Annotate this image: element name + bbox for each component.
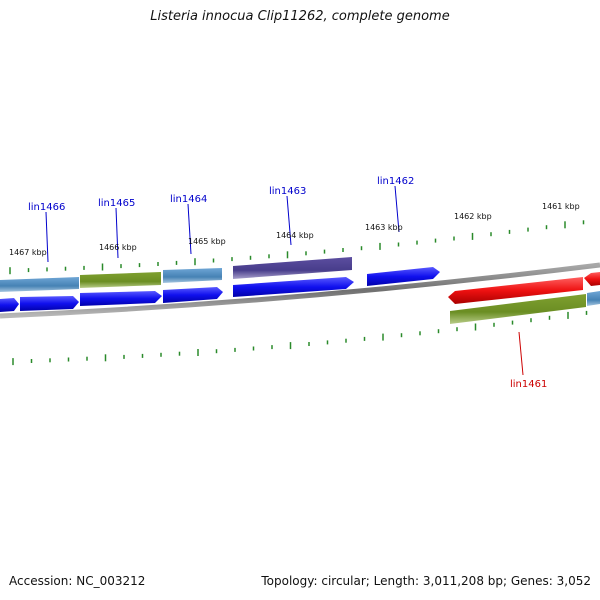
gene-label-lin1465[interactable]: lin1465	[98, 198, 135, 209]
gene-label-lin1466[interactable]: lin1466	[28, 202, 65, 213]
scale-label: 1467 kbp	[9, 248, 47, 257]
upper-scale-ticks	[9, 220, 585, 275]
gene-lin1463-arrow[interactable]	[233, 277, 354, 297]
scale-label: 1461 kbp	[542, 202, 580, 211]
gene-lin1467-arrow[interactable]	[0, 298, 19, 312]
gene-label-lin1463[interactable]: lin1463	[269, 186, 306, 197]
gene-lin1462-arrow[interactable]	[367, 267, 440, 286]
cog-bar-olive[interactable]	[80, 272, 161, 288]
scale-label: 1466 kbp	[99, 243, 137, 252]
cog-bar-steel[interactable]	[0, 277, 79, 292]
gene-lin1465-arrow[interactable]	[80, 291, 162, 306]
cog-bar-steel[interactable]	[163, 268, 222, 283]
accession-text: Accession: NC_003212	[9, 574, 146, 588]
gene-label-lin1462[interactable]: lin1462	[377, 176, 414, 187]
gene-lin1466-arrow[interactable]	[20, 296, 79, 311]
scale-labels: 1467 kbp 1466 kbp 1465 kbp 1464 kbp 1463…	[9, 202, 580, 257]
scale-label: 1464 kbp	[276, 231, 314, 240]
genome-title: Listeria innocua Clip11262, complete gen…	[150, 9, 450, 24]
cog-bar-steel[interactable]	[587, 291, 600, 306]
gene-lin1460-arrow[interactable]	[584, 272, 600, 286]
gene-lin1461-arrow[interactable]	[448, 277, 583, 304]
forward-genes	[0, 267, 440, 312]
cog-bar-row-upper	[0, 257, 600, 324]
scale-label: 1463 kbp	[365, 223, 403, 232]
gene-labels: lin1466 lin1465 lin1464 lin1463 lin1462 …	[28, 176, 547, 390]
reverse-genes	[448, 272, 600, 304]
gene-label-lin1461[interactable]: lin1461	[510, 379, 547, 390]
lower-scale-ticks	[12, 310, 588, 366]
genome-backbone	[0, 262, 600, 319]
scale-label: 1465 kbp	[188, 237, 226, 246]
leader-lines	[45, 185, 524, 376]
topology-text: Topology: circular; Length: 3,011,208 bp…	[261, 574, 591, 588]
cog-bar-purple[interactable]	[233, 257, 352, 279]
scale-label: 1462 kbp	[454, 212, 492, 221]
gene-lin1464-arrow[interactable]	[163, 287, 223, 303]
cog-bar-olive[interactable]	[450, 294, 586, 324]
gene-label-lin1464[interactable]: lin1464	[170, 194, 207, 205]
